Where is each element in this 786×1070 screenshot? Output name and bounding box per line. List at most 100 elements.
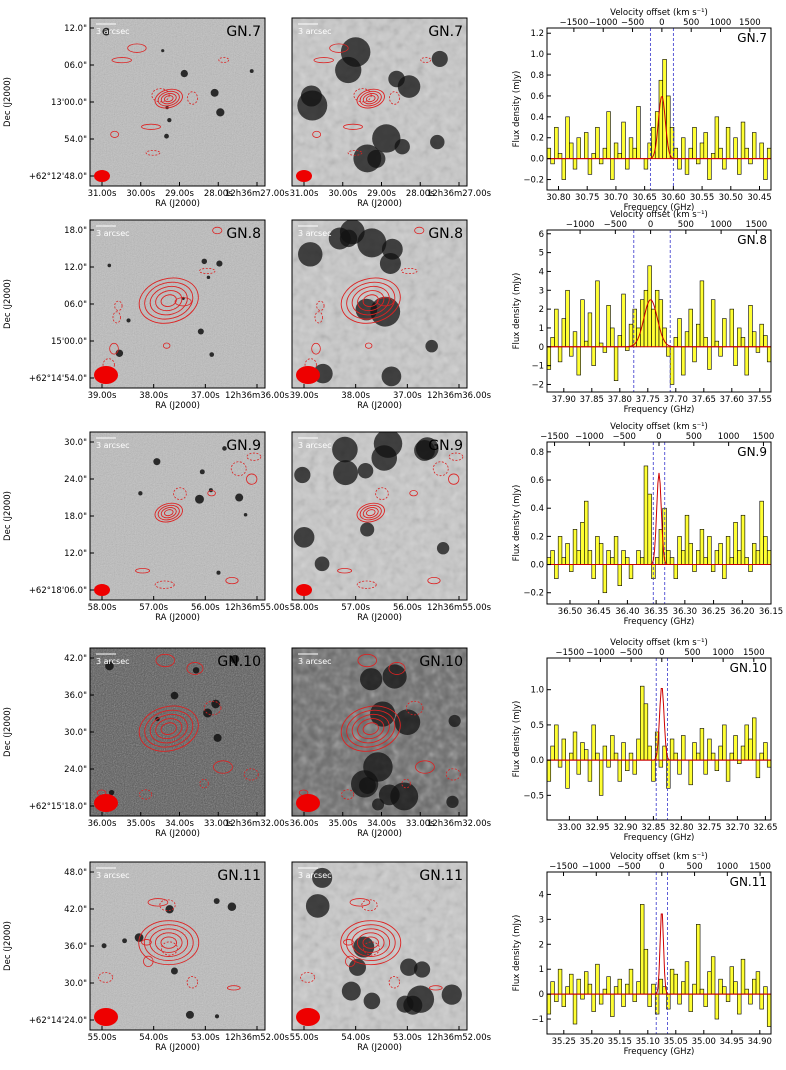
gn7-spectrum-chart: −1500 −1000 −500 0 500 1000 1500 Velocity offse… [512, 8, 772, 213]
spectrum-channel-bar [763, 742, 768, 761]
flux-tick-label: 0 [539, 343, 544, 353]
spectrum-channel-bar [602, 988, 608, 995]
source-blob [235, 493, 244, 502]
ra-tick-label: 12h36m52.00s [427, 1033, 492, 1043]
spectrum-channel-bar [688, 759, 693, 786]
flux-contour [346, 281, 396, 320]
dec-tick-label: 13'00.0" [51, 98, 87, 108]
image-noise [292, 862, 467, 1030]
ra-axis-label: RA (J2000) [155, 401, 200, 411]
spectrum-channel-bar [576, 550, 581, 565]
spectrum-channel-bar [584, 132, 589, 159]
noise-contour [98, 972, 114, 983]
scale-label: 3 arcsec [96, 657, 130, 666]
dec-tick-label: 06.0" [64, 61, 87, 71]
frequency-tick-label: 36.50 [558, 607, 582, 617]
spectrum-channel-bar [557, 153, 563, 159]
source-name-label: GN.10 [419, 654, 463, 670]
frequency-tick-label: 36.25 [701, 607, 725, 617]
spectrum-channel-bar [759, 500, 764, 565]
flux-contour [163, 509, 174, 517]
velocity-tick-label: 0 [648, 220, 653, 230]
spectrum-channel-bar [684, 158, 690, 175]
image-noise [90, 862, 265, 1030]
spectrum-channel-bar [621, 742, 626, 761]
source-blob [340, 37, 371, 67]
spectrum-channel-bar [673, 564, 678, 579]
spectrum-channel-bar [666, 993, 671, 1010]
image-content: 3 arcsec GN.10 [90, 648, 265, 816]
spectrum-channel-bar [718, 346, 723, 357]
velocity-tick-label: −1000 [575, 432, 604, 442]
spectrum-channel-bar [654, 557, 660, 565]
gn10-ir-image-panel: 3 arcsec GN.10 36.00s 35.00s 34.00s 33.00s12h… [290, 647, 492, 839]
gn7-optical-image-panel: 3 arcsec GN.7 31.00s 30.00s 29.00s 28.00s12h3… [3, 17, 290, 209]
spectrum-channel-bar [684, 331, 690, 348]
spectrum-channel-bar [569, 564, 574, 572]
noise-contour [448, 452, 464, 461]
flux-tick-label: 0.8 [530, 71, 544, 81]
spectrum-channel-bar [681, 346, 686, 376]
noise-contour [230, 461, 247, 477]
flux-contour [365, 95, 376, 103]
flux-tick-label: 0.6 [530, 92, 544, 102]
noise-contour [127, 43, 147, 53]
frequency-tick-label: 36.15 [759, 607, 783, 617]
spectrum-channel-bar [681, 137, 686, 159]
velocity-tick-label: 0 [659, 648, 664, 658]
spectrum-channel-bar [748, 738, 753, 761]
noise-contour [349, 898, 371, 907]
spectrum-channel-bar [766, 993, 771, 1027]
source-blob [180, 69, 188, 78]
frequency-tick-label: 35.25 [552, 1037, 576, 1047]
spectrum-channel-bar [744, 724, 749, 761]
spectrum-channel-bar [584, 500, 589, 565]
noise-contour [112, 311, 121, 324]
source-blob [197, 328, 204, 335]
spectrum-channel-bar [617, 978, 622, 995]
spectrum-channel-bar [647, 493, 652, 565]
spectrum-channel-bar [569, 142, 574, 159]
ra-tick-label: 34.00s [165, 819, 194, 829]
flux-tick-label: 0.2 [530, 134, 544, 144]
spectrum-channel-bar [677, 318, 682, 348]
source-blob [370, 701, 396, 727]
noise-contour [414, 226, 425, 235]
source-name-label: GN.7 [428, 24, 463, 40]
dec-tick-label: 36.0" [64, 942, 87, 952]
flux-axis-label: Flux density (mJy) [512, 701, 522, 778]
noise-contour [161, 941, 178, 956]
ra-axis-label: RA (J2000) [357, 1043, 402, 1053]
spectrum-channel-bar [572, 731, 578, 761]
spectrum-channel-bar [584, 340, 589, 348]
frequency-axis-label: Frequency (GHz) [624, 833, 695, 843]
velocity-tick-label: 500 [678, 220, 694, 230]
image-content: 3 arcsec GN.8 [90, 220, 265, 388]
noise-contour [187, 91, 198, 105]
noise-contour [409, 490, 418, 497]
frequency-tick-label: 37.55 [748, 395, 772, 405]
ra-tick-label: 37.00s [191, 391, 220, 401]
spectrum-channel-bar [699, 142, 705, 159]
noise-contour [389, 91, 400, 105]
flux-tick-label: 1.0 [530, 50, 544, 60]
spectrum-title: GN.10 [730, 661, 767, 675]
spectrum-channel-bar [621, 550, 626, 565]
ra-tick-label: 39.00s [290, 391, 319, 401]
velocity-tick-label: −1500 [540, 432, 569, 442]
image-content: 3 arcsec GN.9 [90, 432, 265, 600]
noise-contour [199, 267, 216, 275]
noise-contour [186, 662, 204, 675]
spectrum-channel-bar [744, 346, 749, 376]
spectrum-channel-bar [617, 153, 622, 159]
beam-ellipse [94, 794, 118, 812]
noise-contour [312, 130, 322, 138]
gaussian-fit-line [547, 913, 771, 995]
spectrum-channel-bar [565, 289, 570, 348]
spectrum-channel-bar [733, 521, 738, 565]
spectrum-channel-bar [584, 749, 589, 761]
gn9-optical-image-panel: 3 arcsec GN.9 58.00s 57.00s 56.00s 12h36m55.0… [3, 431, 290, 623]
spectrum-channel-bar [740, 121, 746, 159]
noise-contour [388, 662, 406, 675]
noise-contour [151, 88, 170, 103]
